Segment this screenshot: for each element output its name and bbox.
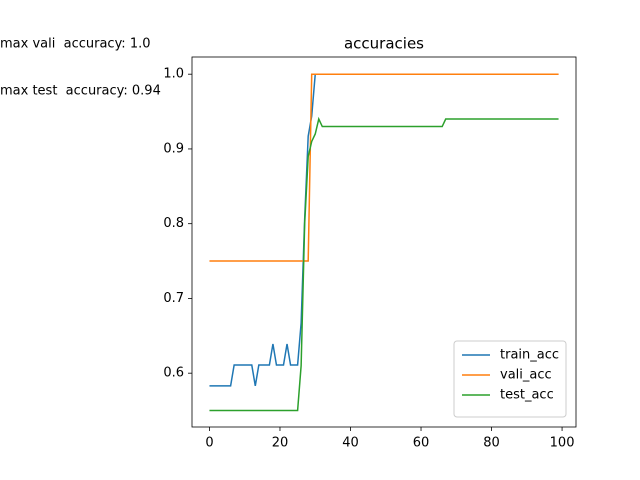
x-tick-label: 80 <box>483 436 500 451</box>
y-tick-label: 1.0 <box>163 67 184 82</box>
x-tick-label: 60 <box>413 436 430 451</box>
annotation: max test accuracy: 0.94 <box>0 84 161 99</box>
y-tick-label: 0.9 <box>163 141 184 156</box>
x-tick-label: 0 <box>205 436 213 451</box>
line-series <box>209 73 559 262</box>
y-tick-label: 0.6 <box>163 366 184 381</box>
chart-title: accuracies <box>344 35 424 53</box>
annotation: max vali accuracy: 1.0 <box>0 37 151 52</box>
legend-label: test_acc <box>500 388 554 403</box>
legend-label: vali_acc <box>500 368 552 383</box>
line-series <box>209 116 559 412</box>
x-tick-label: 20 <box>272 436 289 451</box>
x-tick-label: 100 <box>550 436 575 451</box>
legend-box <box>453 340 567 418</box>
y-tick-label: 0.8 <box>163 216 184 231</box>
plot-frame <box>191 56 577 428</box>
legend-label: train_acc <box>500 348 559 363</box>
x-tick-label: 40 <box>342 436 359 451</box>
y-tick-label: 0.7 <box>163 291 184 306</box>
